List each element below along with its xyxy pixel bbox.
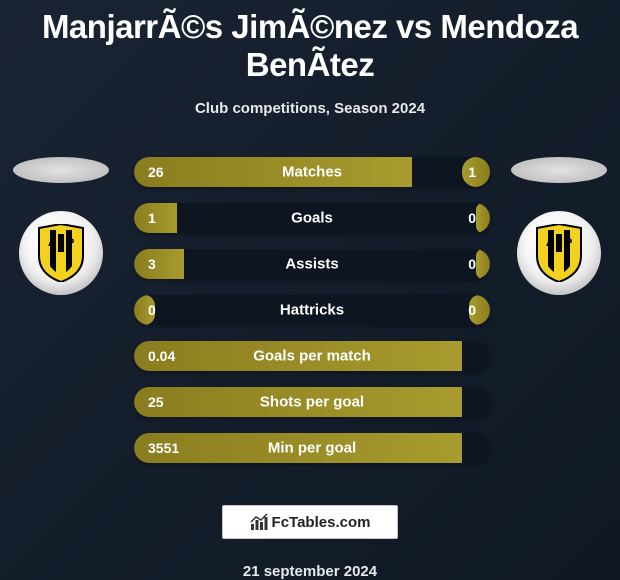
right-player-col: A P [506,157,612,295]
stat-label: Goals per match [253,348,371,365]
stat-value-left: 25 [148,394,164,410]
stat-value-right: 1 [468,164,476,180]
stat-value-left: 1 [148,210,156,226]
stat-value-left: 26 [148,164,164,180]
stat-row: 3551 Min per goal [134,433,490,463]
left-player-col: A P [8,157,114,295]
stat-value-right: 0 [468,256,476,272]
subtitle: Club competitions, Season 2024 [0,100,620,117]
stat-value-left: 0 [148,302,156,318]
svg-text:A: A [546,237,554,249]
stat-row: 26 1 Matches [134,157,490,187]
page-title: ManjarrÃ©s JimÃ©nez vs Mendoza BenÃ­tez [0,8,620,84]
footer-brand-badge: FcTables.com [222,505,398,539]
stat-value-left: 0.04 [148,348,175,364]
footer-date: 21 september 2024 [0,563,620,580]
footer-brand-text: FcTables.com [272,514,371,531]
stat-label: Shots per goal [260,394,364,411]
club-badge-right: A P [517,211,601,295]
shield-icon: A P [36,224,86,282]
infographic-root: ManjarrÃ©s JimÃ©nez vs Mendoza BenÃ­tez … [0,0,620,580]
stat-label: Hattricks [280,302,344,319]
stat-value-left: 3551 [148,440,179,456]
stats-column: 26 1 Matches 1 0 Goals 3 0 Assists 0 0 Hattricks 0.0… [114,157,506,479]
club-badge-left: A P [19,211,103,295]
stat-label: Min per goal [268,440,356,457]
main-area: A P 26 1 Matches 1 0 Goals 3 0 Assists 0 0 Hattrick… [0,157,620,479]
stat-fill-right [476,249,490,279]
shield-icon: A P [534,224,584,282]
chart-icon [250,513,268,531]
stat-value-right: 0 [468,302,476,318]
stat-label: Matches [282,164,342,181]
stat-fill-left [134,249,184,279]
stat-label: Assists [285,256,338,273]
stat-value-right: 0 [468,210,476,226]
stat-value-left: 3 [148,256,156,272]
player-photo-placeholder-left [13,157,109,183]
stat-fill-right [476,203,490,233]
stat-label: Goals [291,210,333,227]
svg-text:P: P [67,237,74,249]
svg-text:P: P [565,237,572,249]
svg-text:A: A [48,237,56,249]
stat-row: 0 0 Hattricks [134,295,490,325]
stat-row: 3 0 Assists [134,249,490,279]
stat-row: 0.04 Goals per match [134,341,490,371]
stat-row: 1 0 Goals [134,203,490,233]
stat-fill-left [134,157,412,187]
player-photo-placeholder-right [511,157,607,183]
stat-row: 25 Shots per goal [134,387,490,417]
